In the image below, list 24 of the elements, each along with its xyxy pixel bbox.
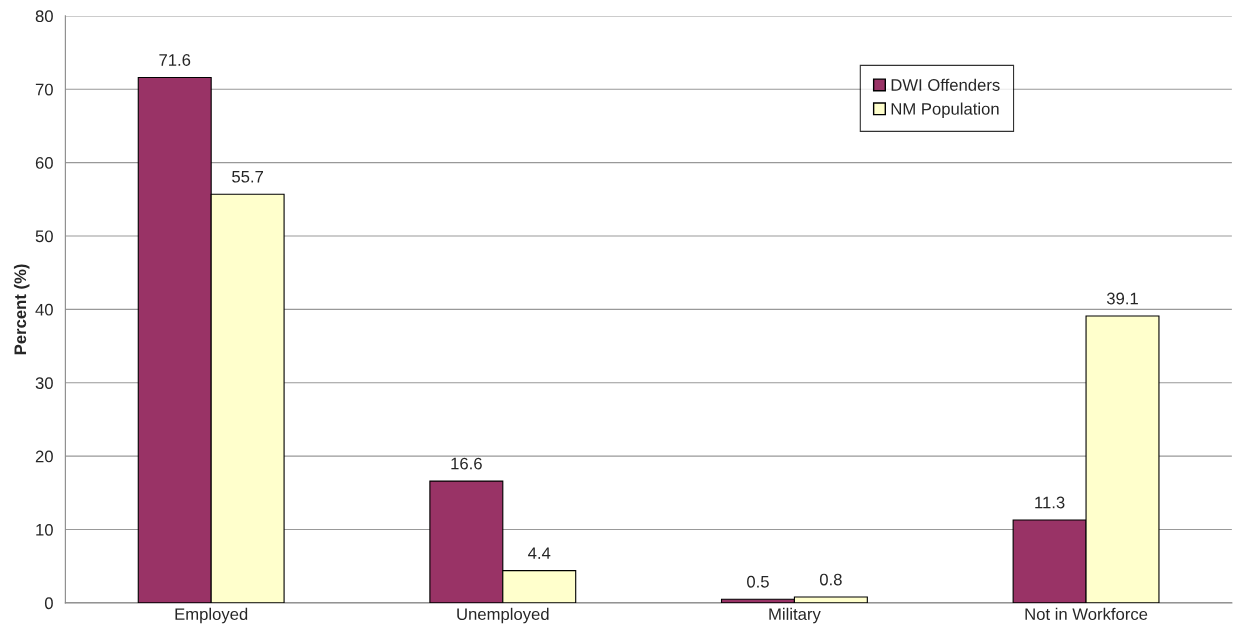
y-tick-label: 20 <box>35 450 53 463</box>
y-tick-label: 50 <box>35 230 53 243</box>
data-label: 11.3 <box>1035 496 1065 509</box>
x-tick-label: Military <box>769 607 821 624</box>
data-label: 16.6 <box>451 457 482 470</box>
x-tick-label: Not in Workforce <box>1025 607 1148 621</box>
data-label: 71.6 <box>159 54 191 66</box>
x-tick-label: Employed <box>175 607 248 624</box>
legend-label: NM Population <box>891 102 999 119</box>
data-label: 39.1 <box>1106 292 1138 305</box>
y-tick-label: 60 <box>35 157 53 169</box>
y-tick-label: 40 <box>35 303 53 316</box>
y-tick-label: 0 <box>44 597 53 610</box>
legend-label: DWI Offenders <box>891 78 1000 91</box>
data-label: 0.8 <box>819 573 842 586</box>
y-tick-label: 30 <box>35 377 53 389</box>
data-label: 4.4 <box>528 547 551 559</box>
data-label: 55.7 <box>232 170 264 183</box>
y-tick-label: 80 <box>35 10 53 23</box>
y-tick-label: 70 <box>35 83 53 96</box>
x-tick-label: Unemployed <box>457 607 549 624</box>
y-axis-title: Percent (%) <box>13 264 30 355</box>
data-label: 0.5 <box>747 575 769 588</box>
y-tick-label: 10 <box>36 523 53 536</box>
